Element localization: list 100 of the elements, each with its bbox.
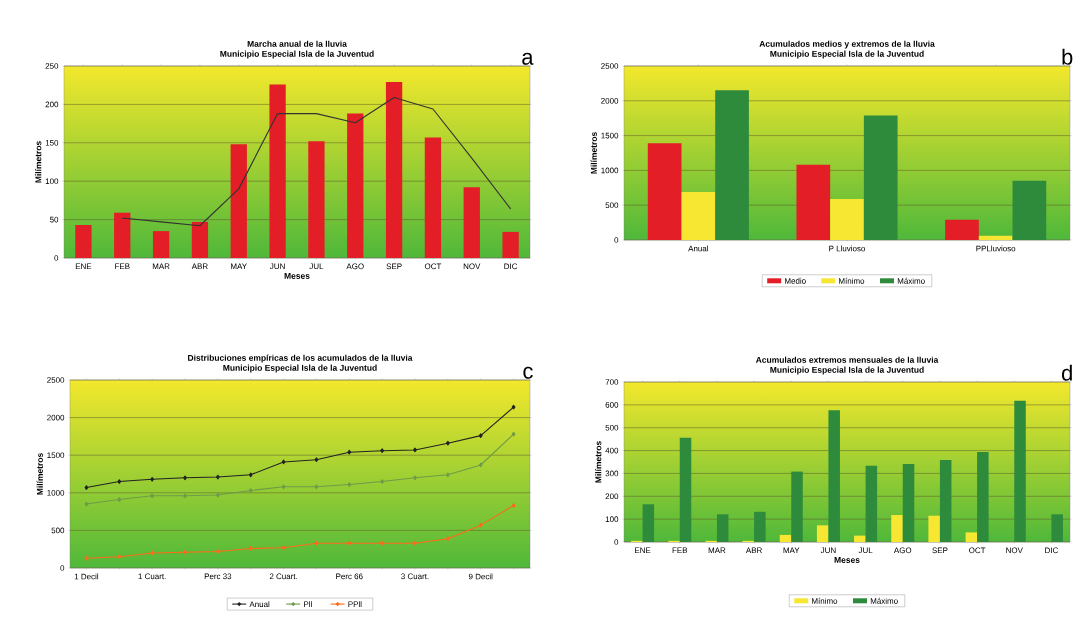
point bbox=[183, 475, 187, 481]
chart-subtitle: Municipio Especial Isla de la Juventud bbox=[770, 50, 924, 59]
point bbox=[511, 404, 516, 410]
bar bbox=[863, 115, 898, 240]
point bbox=[183, 549, 187, 555]
y-axis-title: Milímetros bbox=[595, 441, 602, 483]
point bbox=[215, 549, 220, 554]
x-axis-title: Meses bbox=[834, 557, 860, 563]
point bbox=[511, 503, 516, 508]
point bbox=[347, 540, 352, 546]
bar bbox=[308, 141, 325, 258]
chart-subtitle: Municipio Especial Isla de la Juventud bbox=[220, 50, 374, 59]
point bbox=[248, 488, 253, 493]
point bbox=[150, 493, 155, 499]
bar bbox=[779, 534, 792, 542]
point bbox=[413, 475, 417, 481]
bar bbox=[75, 224, 92, 258]
point bbox=[314, 457, 319, 463]
bar bbox=[269, 84, 286, 258]
point bbox=[281, 484, 286, 490]
bar bbox=[679, 437, 692, 542]
bar bbox=[191, 221, 209, 258]
bar bbox=[945, 219, 979, 240]
point bbox=[478, 522, 483, 528]
text: d bbox=[1062, 364, 1072, 381]
point bbox=[117, 497, 122, 502]
bar bbox=[642, 504, 655, 542]
point bbox=[445, 440, 450, 446]
y-axis-title: Milímetros bbox=[35, 141, 42, 183]
point bbox=[413, 447, 417, 453]
chart-title: Acumulados extremos mensuales de la lluvia bbox=[755, 356, 939, 363]
x-axis-title: Meses bbox=[284, 273, 310, 279]
bar bbox=[681, 191, 716, 240]
point bbox=[281, 459, 286, 465]
chart-title: Marcha anual de la lluvia bbox=[247, 40, 347, 47]
bar bbox=[1051, 514, 1063, 542]
point bbox=[84, 501, 89, 507]
point bbox=[117, 479, 122, 484]
bar bbox=[902, 464, 915, 542]
point bbox=[84, 485, 89, 490]
chart-subtitle: Municipio Especial Isla de la Juventud bbox=[770, 366, 924, 375]
bar bbox=[828, 410, 840, 542]
bar bbox=[791, 471, 803, 542]
point bbox=[511, 431, 516, 437]
chart-subtitle: Municipio Especial Isla de la Juventud bbox=[223, 364, 377, 373]
point bbox=[150, 550, 155, 556]
bar bbox=[965, 532, 978, 542]
bar bbox=[830, 198, 864, 240]
bar bbox=[347, 113, 364, 258]
bar bbox=[977, 451, 989, 542]
bar bbox=[1012, 180, 1047, 240]
point bbox=[215, 474, 220, 480]
point bbox=[445, 472, 450, 478]
bar bbox=[816, 525, 829, 542]
point bbox=[445, 536, 450, 542]
chart-title: Acumulados medios y extremos de la lluvia bbox=[759, 40, 935, 49]
point bbox=[117, 554, 122, 560]
bar bbox=[891, 515, 903, 542]
y-axis-title: Milímetros bbox=[590, 132, 597, 174]
point bbox=[84, 555, 89, 561]
bar bbox=[796, 164, 831, 240]
y-axis-title: Milímetros bbox=[36, 453, 43, 495]
bar bbox=[754, 511, 766, 542]
chart-title: Distribuciones empíricas de los acumulados de la lluvia bbox=[188, 354, 413, 363]
point bbox=[380, 540, 385, 546]
text: c bbox=[523, 366, 533, 379]
bar bbox=[230, 144, 247, 258]
point bbox=[183, 493, 187, 499]
point bbox=[281, 545, 286, 551]
bar bbox=[385, 82, 403, 258]
bar bbox=[715, 90, 749, 240]
point bbox=[314, 540, 319, 546]
bar bbox=[463, 187, 480, 258]
bar bbox=[424, 137, 442, 258]
bar bbox=[854, 535, 866, 542]
bar bbox=[647, 143, 682, 240]
line-series bbox=[121, 96, 512, 227]
point bbox=[413, 540, 417, 546]
point bbox=[314, 484, 319, 490]
bar bbox=[928, 515, 940, 542]
point bbox=[478, 462, 483, 468]
point bbox=[150, 476, 155, 482]
text: b bbox=[1062, 48, 1073, 65]
bar bbox=[152, 231, 170, 258]
point bbox=[478, 433, 483, 438]
point bbox=[248, 472, 253, 478]
point bbox=[347, 449, 352, 455]
text: a bbox=[522, 52, 534, 65]
bar bbox=[865, 465, 878, 542]
bar bbox=[502, 231, 519, 258]
bar bbox=[716, 514, 729, 542]
bar bbox=[939, 459, 952, 542]
bar bbox=[1014, 400, 1026, 542]
point bbox=[248, 546, 253, 551]
bar bbox=[114, 212, 131, 258]
point bbox=[380, 479, 385, 484]
point bbox=[215, 492, 220, 498]
bar bbox=[978, 235, 1013, 240]
point bbox=[380, 448, 385, 454]
point bbox=[347, 482, 352, 487]
